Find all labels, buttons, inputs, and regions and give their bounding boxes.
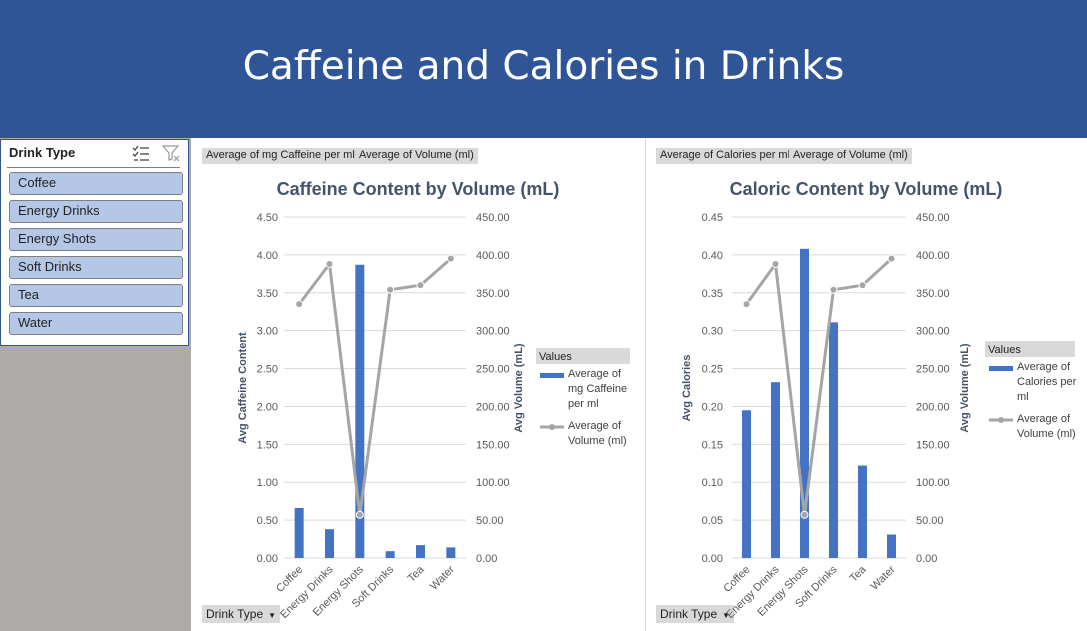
- drink-type-axis-button-right[interactable]: Drink Type ▼: [656, 605, 735, 623]
- slicer-item-coffee[interactable]: Coffee: [9, 172, 183, 195]
- axis-button-label: Drink Type: [660, 607, 718, 621]
- volume-field-button-left[interactable]: Average of Volume (ml): [355, 148, 478, 164]
- slicer-item-tea[interactable]: Tea: [9, 284, 183, 307]
- calorie-chart-panel: [646, 139, 1087, 631]
- slicer-item-water[interactable]: Water: [9, 312, 183, 335]
- drink-type-axis-button-left[interactable]: Drink Type ▼: [202, 605, 281, 623]
- slicer-title: Drink Type: [9, 145, 76, 160]
- drink-type-slicer: Drink Type Coffee Energy Drinks Energy S…: [0, 139, 189, 346]
- dropdown-arrow-icon: ▼: [722, 611, 731, 620]
- chart-divider: [645, 139, 646, 631]
- slicer-items: Coffee Energy Drinks Energy Shots Soft D…: [9, 172, 183, 340]
- dropdown-arrow-icon: ▼: [268, 611, 277, 620]
- slicer-item-soft-drinks[interactable]: Soft Drinks: [9, 256, 183, 279]
- caffeine-field-button[interactable]: Average of mg Caffeine per ml: [202, 148, 359, 164]
- volume-field-button-right[interactable]: Average of Volume (ml): [789, 148, 912, 164]
- dashboard-title: Caffeine and Calories in Drinks: [242, 44, 845, 89]
- slicer-item-energy-drinks[interactable]: Energy Drinks: [9, 200, 183, 223]
- axis-button-label: Drink Type: [206, 607, 264, 621]
- clear-filter-icon[interactable]: [161, 143, 181, 163]
- title-banner: Caffeine and Calories in Drinks: [0, 0, 1087, 138]
- calories-field-button[interactable]: Average of Calories per ml: [656, 148, 795, 164]
- slicer-item-energy-shots[interactable]: Energy Shots: [9, 228, 183, 251]
- caffeine-chart-panel: [192, 139, 645, 631]
- slicer-divider: [7, 167, 180, 168]
- multi-select-icon[interactable]: [131, 143, 151, 163]
